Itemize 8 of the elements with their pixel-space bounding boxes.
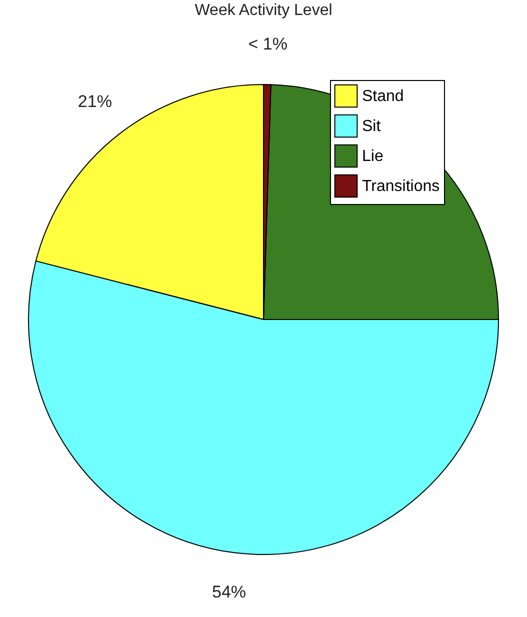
legend-label: Sit (362, 118, 382, 135)
legend-label: Stand (362, 88, 404, 105)
legend-label: Lie (362, 148, 384, 165)
legend-label: Transitions (362, 178, 440, 195)
data-label: < 1% (248, 34, 288, 54)
data-label: 54% (212, 582, 246, 602)
chart-title: Week Activity Level (194, 2, 332, 19)
data-label: 21% (78, 92, 112, 112)
